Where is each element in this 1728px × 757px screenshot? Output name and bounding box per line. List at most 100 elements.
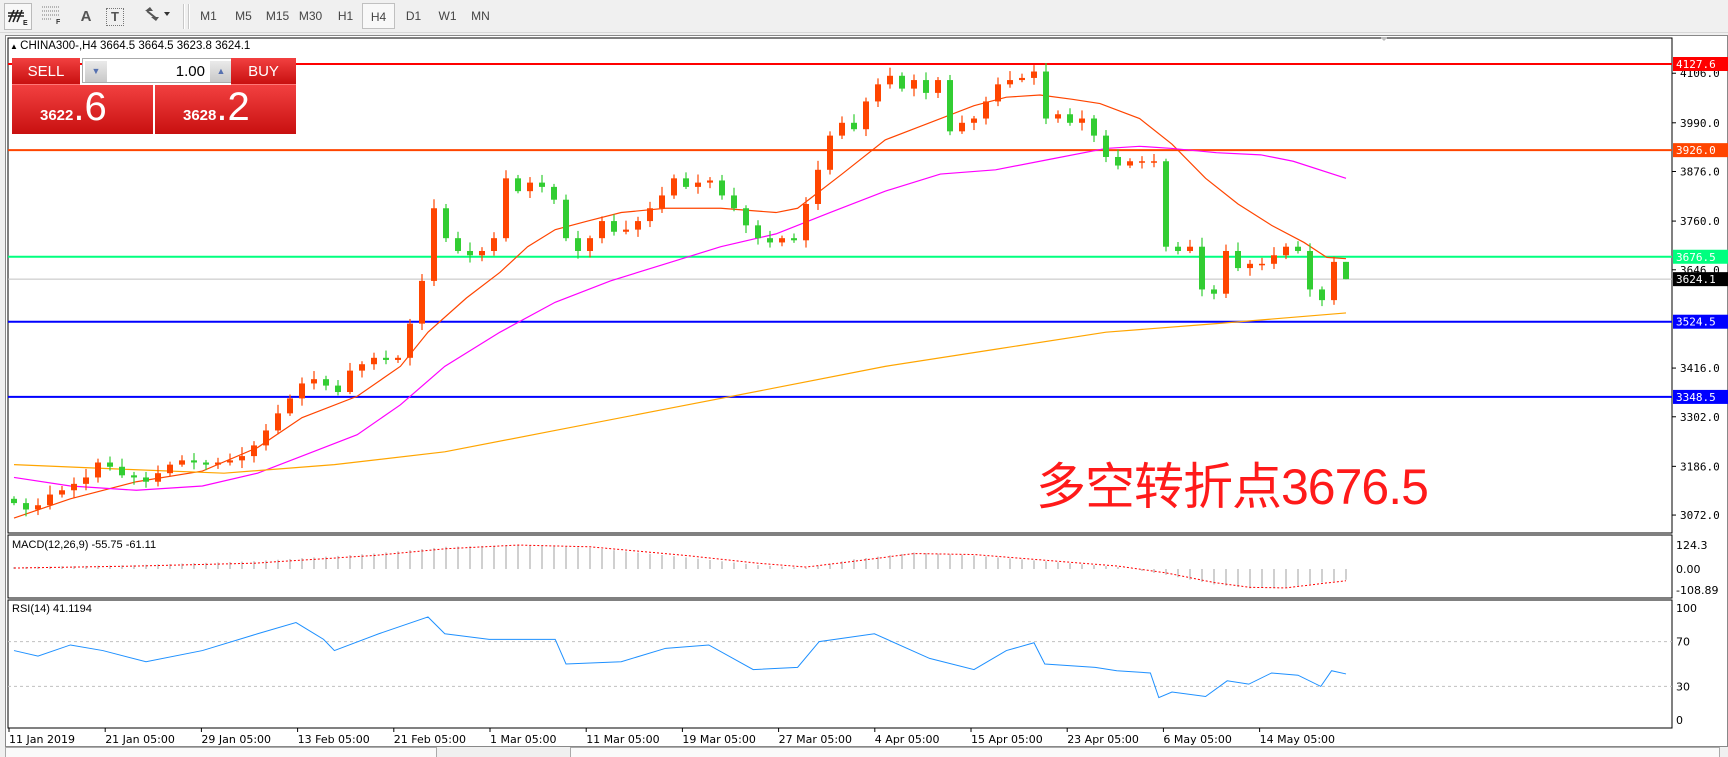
candle-up [1007,80,1013,85]
price-level-label: 3676.5 [1676,251,1716,264]
macd-tick-label: 124.3 [1676,539,1708,552]
candle-down [767,238,773,243]
chart-tab[interactable] [570,747,1720,757]
macd-tick-label: -108.89 [1676,584,1718,597]
grid-icon[interactable]: F [38,3,66,30]
candle-up [251,445,257,457]
toolbar: E F A T M1 M5 M15 M30 H1 H4 D1 W1 MN [0,0,1728,33]
candle-down [467,250,473,256]
candle-up [59,490,65,495]
price-level-tag [1673,57,1728,71]
candle-down [11,498,17,504]
candle-down [1103,135,1109,157]
candle-up [1331,261,1337,301]
rsi-line [13,616,1347,699]
moving-average-line [13,145,1347,491]
candle-down [791,238,797,241]
candle-up [647,208,653,222]
candle-up [47,494,53,506]
collapse-triangle-icon[interactable]: ▲ [10,42,21,51]
candle-up [1019,77,1025,81]
candle-up [635,221,641,230]
chart-tab[interactable] [5,747,437,757]
candle-up [1031,71,1037,78]
candle-up [275,413,281,431]
timeframe-w1[interactable]: W1 [438,9,457,23]
candle-up [167,464,173,474]
candle-up [671,178,677,196]
timeframe-m5[interactable]: M5 [235,9,252,23]
candle-up [1259,263,1265,266]
candle-down [947,80,953,132]
lot-decrease-arrow-icon[interactable]: ▼ [85,61,107,82]
candle-up [71,483,77,491]
buy-price-button[interactable]: 3628.2 [155,85,296,134]
macd-label: MACD(12,26,9) -55.75 -61.11 [12,539,157,551]
chart-tabs-bar [0,747,1728,757]
timeframe-h1[interactable]: H1 [337,9,354,23]
lot-size-stepper[interactable]: ▼ 1.00 ▲ [82,58,235,83]
arrows-icon[interactable] [140,3,174,30]
rsi-tick-label: 100 [1676,602,1697,615]
candle-down [203,462,209,465]
lot-increase-arrow-icon[interactable]: ▲ [210,61,232,82]
candle-up [35,505,41,510]
candle-up [803,203,809,241]
sell-price-button[interactable]: 3622.6 [12,85,153,134]
candle-up [707,180,713,183]
candle-up [659,195,665,209]
x-tick-label: 11 Jan 2019 [9,733,75,746]
candle-down [575,238,581,251]
candle-up [863,101,869,130]
candle-down [455,238,461,251]
candle-down [383,357,389,360]
candle-up [815,169,821,204]
price-level-label: 3926.0 [1676,144,1716,157]
candle-up [347,370,353,392]
buy-button[interactable]: BUY [231,58,296,85]
candle-down [851,122,857,130]
candle-down [755,225,761,239]
candle-up [359,364,365,371]
candle-down [743,208,749,226]
x-tick-label: 21 Feb 05:00 [394,733,466,746]
chart-style-icon[interactable]: E [4,3,32,30]
x-tick-label: 1 Mar 05:00 [490,733,556,746]
candle-up [935,80,941,93]
symbol-ohlc: CHINA300-,H4 3664.5 3664.5 3623.8 3624.1 [20,40,251,52]
text-icon[interactable]: A [80,8,92,25]
candle-up [1079,118,1085,123]
x-tick-label: 27 Mar 05:00 [779,733,852,746]
timeframe-mn[interactable]: MN [471,9,490,23]
lot-size-input[interactable]: 1.00 [175,63,205,80]
scroll-marker-icon [1380,37,1388,41]
timeframe-h4[interactable]: H4 [362,3,395,29]
x-tick-label: 14 May 05:00 [1260,733,1335,746]
timeframe-m1[interactable]: M1 [200,9,217,23]
candle-up [1127,161,1133,166]
candle-up [827,135,833,170]
timeframe-m15[interactable]: M15 [265,9,290,23]
macd-tick-label: 0.00 [1676,563,1701,576]
y-tick-label: 3186.0 [1680,460,1720,473]
x-tick-label: 4 Apr 05:00 [875,733,940,746]
candle-up [287,398,293,414]
y-tick-label: 3302.0 [1680,411,1720,424]
candle-down [1343,261,1349,280]
timeframe-m30[interactable]: M30 [298,9,323,23]
y-tick-label: 3876.0 [1680,166,1720,179]
sell-price-digits: 3622 [40,107,74,124]
candle-up [83,477,89,484]
sell-button[interactable]: SELL [12,58,80,85]
candle-down [107,462,113,467]
timeframe-d1[interactable]: D1 [405,9,422,23]
candle-up [1151,161,1157,163]
candle-up [983,101,989,119]
candle-up [887,75,893,85]
candle-down [563,199,569,239]
text-label-icon[interactable]: T [106,8,124,26]
candle-up [587,238,593,251]
rsi-label: RSI(14) 41.1194 [12,603,92,615]
candle-up [395,357,401,360]
